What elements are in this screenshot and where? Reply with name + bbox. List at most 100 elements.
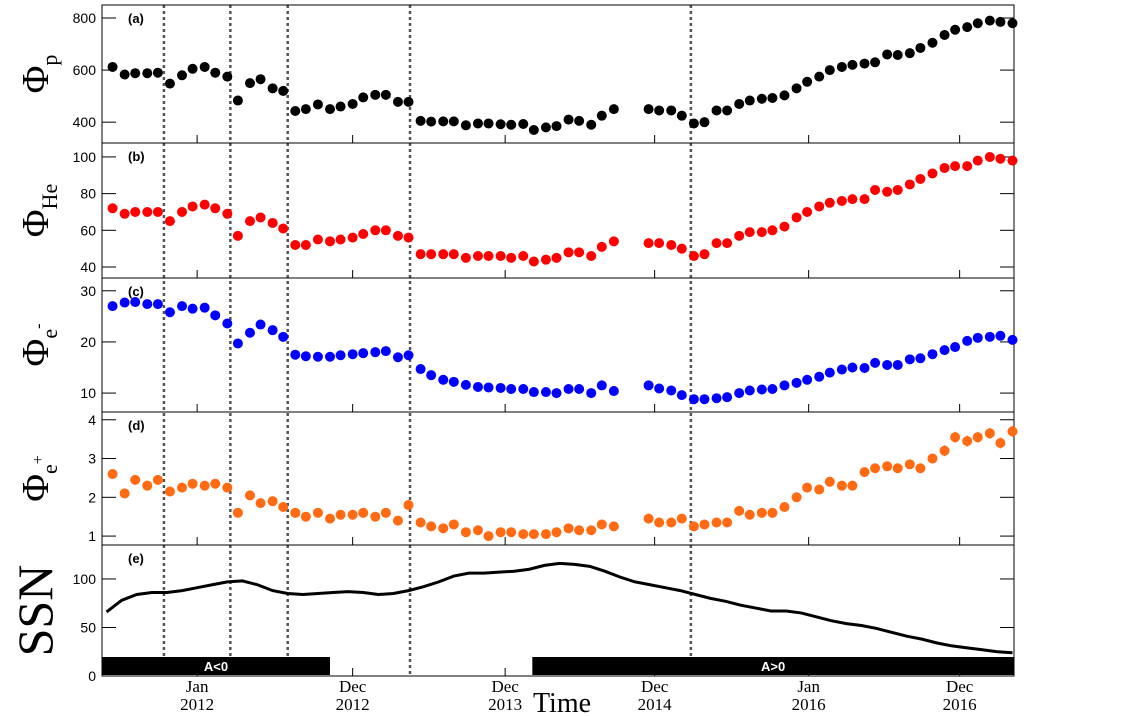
y-axis-title-main: SSN <box>7 565 63 657</box>
x-tick-label-line: Dec <box>339 677 367 696</box>
data-point <box>972 155 983 166</box>
data-point <box>824 476 835 487</box>
y-axis-title-main: Φ <box>15 474 57 502</box>
data-point <box>540 529 551 540</box>
data-point <box>448 376 459 387</box>
x-tick-label-line: 2013 <box>488 695 522 714</box>
data-point <box>495 250 506 261</box>
data-point <box>380 346 391 357</box>
y-tick-label: 10 <box>80 385 96 401</box>
y-tick-label: 100 <box>73 571 97 587</box>
data-point <box>448 116 459 127</box>
data-point <box>483 531 494 542</box>
data-point <box>210 203 221 214</box>
data-point <box>142 68 153 79</box>
y-tick-label: 2 <box>88 489 96 505</box>
data-point <box>199 199 210 210</box>
data-point <box>370 89 381 100</box>
data-point <box>187 303 198 314</box>
data-point <box>722 517 733 528</box>
data-point <box>744 95 755 106</box>
data-point <box>518 529 529 540</box>
data-point <box>870 57 881 68</box>
data-point <box>460 252 471 263</box>
data-point <box>448 249 459 260</box>
data-point <box>711 238 722 249</box>
data-point <box>312 99 323 110</box>
data-point <box>278 502 289 512</box>
data-point <box>574 247 585 258</box>
x-tick-label-line: 2016 <box>943 695 977 714</box>
data-point <box>325 351 335 362</box>
data-point <box>870 184 881 195</box>
data-point <box>699 117 710 128</box>
panel-label: (c) <box>128 284 144 299</box>
x-tick-label-line: 2016 <box>792 695 826 714</box>
data-point <box>278 85 289 96</box>
data-point <box>164 307 175 318</box>
data-point <box>438 249 449 260</box>
panel-label: (e) <box>128 551 144 566</box>
data-point <box>472 525 483 536</box>
data-point <box>187 478 198 489</box>
data-point <box>654 517 665 528</box>
data-point <box>643 238 654 249</box>
y-axis-title: Φe- <box>15 324 62 367</box>
data-point <box>130 297 141 308</box>
data-point <box>984 428 995 439</box>
data-point <box>255 74 266 85</box>
data-point <box>756 507 767 518</box>
data-point <box>300 511 311 522</box>
data-point <box>995 16 1006 27</box>
data-point <box>654 383 665 394</box>
data-point <box>222 318 233 329</box>
data-point <box>596 110 607 121</box>
data-point <box>426 116 437 127</box>
data-point <box>290 105 301 116</box>
data-point <box>130 474 141 485</box>
y-tick-label: 400 <box>73 114 97 130</box>
data-point <box>199 302 210 313</box>
data-point <box>939 345 950 356</box>
x-tick-label: Jan 2012 <box>180 677 214 714</box>
data-point <box>119 488 130 499</box>
data-point <box>915 463 926 474</box>
data-point <box>483 382 494 393</box>
data-point <box>892 184 903 195</box>
data-point <box>244 216 255 227</box>
data-point <box>847 362 858 373</box>
data-point <box>335 350 346 361</box>
data-point <box>802 482 813 493</box>
data-point <box>654 238 665 249</box>
data-point <box>177 301 188 312</box>
data-point <box>244 327 255 338</box>
data-point <box>756 93 767 104</box>
data-point <box>528 529 539 540</box>
data-point <box>506 527 517 538</box>
y-tick-label: 3 <box>88 451 96 467</box>
data-point <box>472 381 483 392</box>
data-point <box>779 380 790 391</box>
x-tick-label: Dec 2012 <box>336 677 370 714</box>
data-point <box>859 363 870 374</box>
y-axis-title-main: Φ <box>15 209 57 237</box>
y-tick-label: 1 <box>88 528 96 544</box>
y-tick-label: 40 <box>80 259 96 275</box>
data-point <box>892 463 903 474</box>
data-point <box>847 480 858 491</box>
data-point <box>483 250 494 261</box>
data-point <box>972 18 983 29</box>
data-point <box>267 83 278 94</box>
data-point <box>962 436 973 447</box>
data-point <box>722 105 733 116</box>
data-point <box>528 387 539 398</box>
y-axis-title-main: Φ <box>15 339 57 367</box>
data-point <box>836 480 847 491</box>
data-point <box>882 49 893 60</box>
data-point <box>438 116 449 127</box>
data-point <box>222 208 233 219</box>
data-point <box>551 527 562 538</box>
data-point <box>870 463 881 474</box>
data-point <box>506 252 517 263</box>
x-tick-label: Dec 2013 <box>488 677 522 714</box>
